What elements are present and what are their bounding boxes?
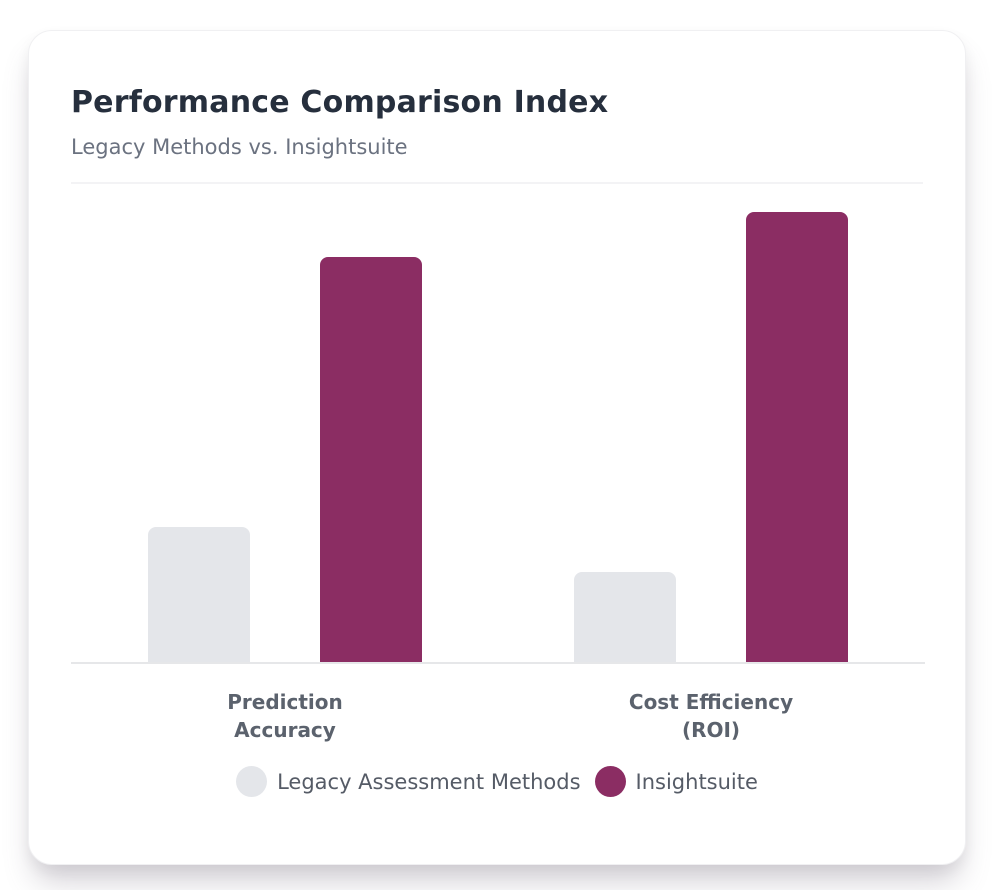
chart-subtitle: Legacy Methods vs. Insightsuite	[71, 135, 408, 159]
x-axis-label-1: Cost Efficiency (ROI)	[628, 690, 794, 743]
bar-legacy-0	[148, 527, 250, 663]
bar-insightsuite-1	[746, 212, 848, 663]
legend-label: Insightsuite	[635, 769, 758, 794]
chart-title: Performance Comparison Index	[71, 85, 609, 120]
plot-area	[71, 184, 925, 665]
legend-item-legacy: Legacy Assessment Methods	[236, 766, 581, 798]
header-divider	[71, 182, 923, 185]
legend-dot-icon	[236, 766, 268, 798]
legend-label: Legacy Assessment Methods	[277, 769, 581, 794]
x-axis-label-0: Prediction Accuracy	[227, 690, 343, 743]
legend-item-insightsuite: Insightsuite	[594, 766, 758, 798]
bar-legacy-1	[574, 572, 676, 663]
legend-dot-icon	[594, 766, 626, 798]
x-axis-labels: Prediction Accuracy Cost Efficiency (ROI)	[71, 664, 925, 748]
legend: Legacy Assessment Methods Insightsuite	[71, 766, 923, 798]
bar-insightsuite-0	[320, 257, 422, 663]
chart-card: Performance Comparison Index Legacy Meth…	[28, 30, 966, 865]
